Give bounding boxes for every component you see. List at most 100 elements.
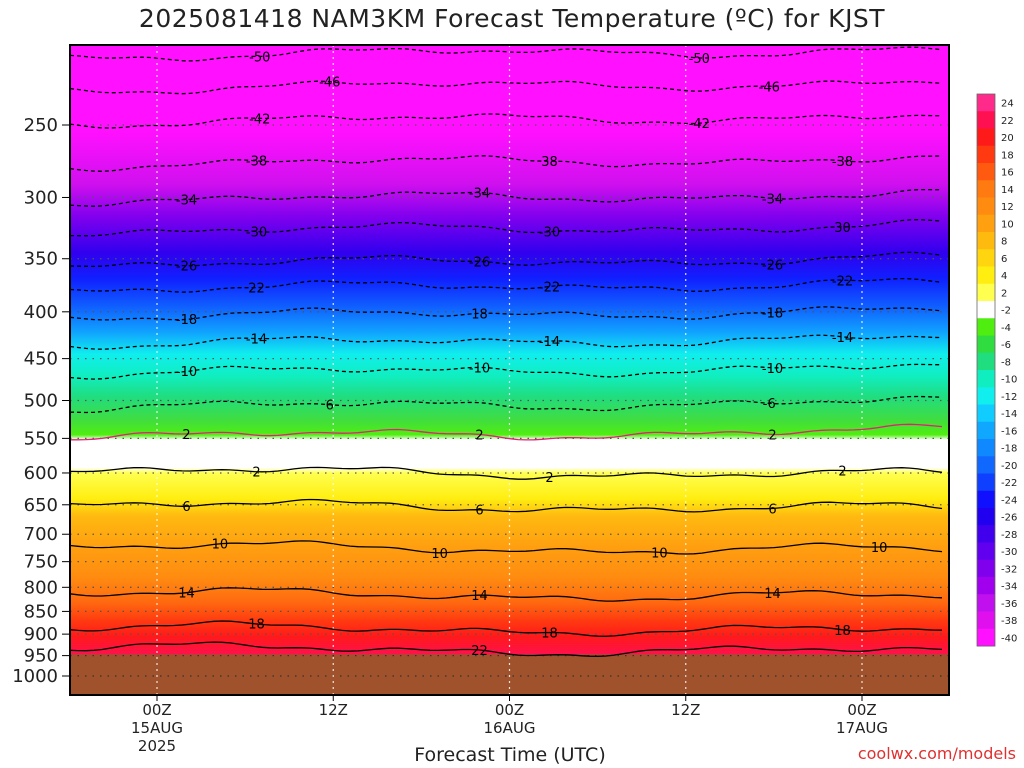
y-tick-label: 250 xyxy=(24,115,58,136)
contour-lines: -50 -50 -46 -46 -42 -42 -38 38 -38 -34 -34 -34 -30 -3… xyxy=(70,46,943,659)
colorbar-label: -24 xyxy=(1001,495,1017,506)
contour-label: -50 xyxy=(249,50,270,65)
contour-label: -26 xyxy=(176,260,197,275)
contour-label: 18 xyxy=(471,307,488,322)
colorbar-label: -10 xyxy=(1001,375,1017,386)
colorbar-label: 20 xyxy=(1001,133,1014,144)
colorbar-cell xyxy=(977,352,995,371)
colorbar-cell xyxy=(977,249,995,267)
x-tick-label: 16AUG xyxy=(484,719,536,737)
colorbar-cell xyxy=(977,197,995,216)
contour-label: 14 xyxy=(471,589,488,604)
y-tick-label: 400 xyxy=(24,302,58,323)
colorbar-label: 22 xyxy=(1001,116,1014,127)
contour-label: -10 xyxy=(762,362,783,377)
colorbar-label: -32 xyxy=(1001,564,1017,575)
contour-label: 38 xyxy=(541,155,558,170)
contour-line xyxy=(70,540,943,555)
y-tick-label: 450 xyxy=(24,349,58,370)
colorbar-cell xyxy=(977,439,995,457)
y-tick-label: 300 xyxy=(24,187,58,208)
colorbar-cell xyxy=(977,421,995,440)
contour-line xyxy=(70,155,943,172)
contour-label: -42 xyxy=(249,112,270,127)
contour-line xyxy=(70,277,943,293)
contour-line xyxy=(70,466,943,480)
colorbar-cell xyxy=(977,594,995,612)
colorbar-label: -34 xyxy=(1001,582,1017,593)
colorbar-cell xyxy=(977,163,995,181)
colorbar-cell xyxy=(977,490,995,509)
colorbar-label: 4 xyxy=(1001,271,1007,282)
contour-label: 10 xyxy=(651,547,668,562)
contour-label: -18 xyxy=(762,306,783,321)
y-tick-label: 750 xyxy=(24,552,58,573)
contour-label: 14 xyxy=(178,586,195,601)
y-tick-label: 900 xyxy=(24,624,58,645)
contour-label: -10 xyxy=(469,361,490,376)
colorbar-cell xyxy=(977,94,995,112)
contour-label: -18 xyxy=(176,313,197,328)
colorbar-label: 14 xyxy=(1001,185,1014,196)
contour-line xyxy=(70,363,942,380)
contour-line xyxy=(70,251,943,268)
contour-label: 10 xyxy=(871,541,888,556)
y-tick-label: 650 xyxy=(24,495,58,516)
colorbar-label: -12 xyxy=(1001,392,1017,403)
colorbar-label: -8 xyxy=(1001,357,1011,368)
contour-label: 2 xyxy=(545,471,553,486)
contour-label: -50 xyxy=(689,52,710,67)
contour-label: 2 xyxy=(475,428,483,443)
contour-line xyxy=(70,306,943,321)
colorbar-cell xyxy=(977,508,995,526)
colorbar-cell xyxy=(977,611,995,630)
contour-label: 10 xyxy=(212,538,229,553)
x-tick-label: 00Z xyxy=(495,701,524,719)
contour-label: 18 xyxy=(541,626,558,641)
grid-lines xyxy=(70,45,949,695)
colorbar-cell xyxy=(977,266,995,285)
x-axis-label: Forecast Time (UTC) xyxy=(414,744,606,766)
contour-line xyxy=(70,334,943,350)
contour-line xyxy=(70,587,943,602)
contour-label: -34 xyxy=(762,193,783,208)
contour-line xyxy=(70,423,943,441)
colorbar-label: -26 xyxy=(1001,513,1017,524)
contour-label: 18 xyxy=(834,624,851,639)
colorbar-label: -38 xyxy=(1001,616,1017,627)
colorbar-cell xyxy=(977,404,995,423)
contour-label: 6 xyxy=(768,502,776,517)
contour-label: -42 xyxy=(689,117,710,132)
contour-line xyxy=(70,113,943,129)
contour-label: 2 xyxy=(252,466,260,481)
contour-label: 14 xyxy=(764,587,781,602)
chart-title: 2025081418 NAM3KM Forecast Temperature (… xyxy=(138,4,886,33)
colorbar-label: 2 xyxy=(1001,288,1007,299)
colorbar-label: -28 xyxy=(1001,530,1017,541)
colorbar-label: 18 xyxy=(1001,150,1014,161)
colorbar-label: -18 xyxy=(1001,444,1017,455)
colorbar-label: -16 xyxy=(1001,426,1017,437)
contour-line xyxy=(70,620,943,637)
colorbar-cell xyxy=(977,473,995,492)
x-tick-label: 12Z xyxy=(319,701,348,719)
colorbar-label: -40 xyxy=(1001,633,1017,644)
colorbar-cell xyxy=(977,542,995,561)
colorbar-label: 10 xyxy=(1001,219,1014,230)
x-tick-label: 00Z xyxy=(847,701,876,719)
contour-label: -10 xyxy=(176,365,197,380)
y-tick-label: 850 xyxy=(24,601,58,622)
x-tick-label: 00Z xyxy=(142,701,171,719)
contour-label: 2 xyxy=(838,465,846,480)
contour-label: -22 xyxy=(539,280,560,295)
y-tick-label: 600 xyxy=(24,463,58,484)
contour-label: 6 xyxy=(326,398,334,413)
colorbar-cell xyxy=(977,525,995,543)
contour-label: -14 xyxy=(539,335,560,350)
contour-label: -30 xyxy=(539,226,560,241)
y-tick-label: 950 xyxy=(24,646,58,667)
colorbar-cell xyxy=(977,370,995,388)
credit-link[interactable]: coolwx.com/models xyxy=(857,744,1016,763)
y-tick-label: 1000 xyxy=(12,666,58,687)
